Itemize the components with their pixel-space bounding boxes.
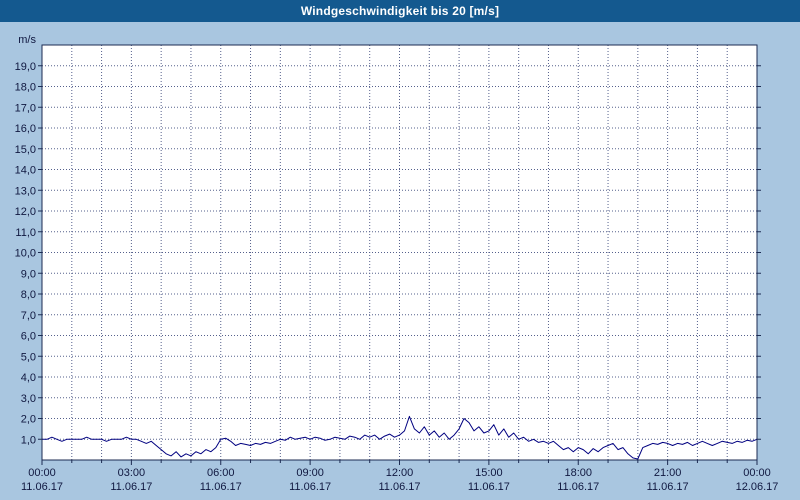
x-tick-date-label: 11.06.17 xyxy=(289,481,331,493)
y-axis-unit-label: m/s xyxy=(18,34,36,46)
x-tick-date-label: 11.06.17 xyxy=(378,481,420,493)
x-tick-date-label: 11.06.17 xyxy=(557,481,599,493)
y-tick-label: 15,0 xyxy=(15,144,36,156)
y-tick-label: 12,0 xyxy=(15,206,36,218)
y-tick-label: 17,0 xyxy=(15,102,36,114)
x-tick-time-label: 12:00 xyxy=(386,467,414,479)
plot-axes-ticks xyxy=(38,44,761,465)
y-tick-label: 6,0 xyxy=(21,331,36,343)
wind-speed-polyline xyxy=(42,415,758,460)
x-tick-date-label: 11.06.17 xyxy=(110,481,152,493)
y-tick-label: 7,0 xyxy=(21,310,36,322)
y-tick-label: 19,0 xyxy=(15,61,36,73)
y-tick-label: 8,0 xyxy=(21,289,36,301)
y-tick-label: 9,0 xyxy=(21,268,36,280)
x-tick-time-label: 09:00 xyxy=(296,467,324,479)
x-tick-date-label: 11.06.17 xyxy=(468,481,510,493)
x-tick-time-label: 00:00 xyxy=(743,467,771,479)
x-tick-time-label: 18:00 xyxy=(564,467,592,479)
y-tick-label: 13,0 xyxy=(15,185,36,197)
chart-title-bar: Windgeschwindigkeit bis 20 [m/s] xyxy=(0,0,800,22)
y-tick-label: 1,0 xyxy=(21,434,36,446)
x-tick-date-label: 11.06.17 xyxy=(21,481,63,493)
x-tick-time-label: 00:00 xyxy=(28,467,56,479)
x-tick-date-label: 12.06.17 xyxy=(736,481,779,493)
y-tick-label: 5,0 xyxy=(21,351,36,363)
y-tick-label: 3,0 xyxy=(21,393,36,405)
y-tick-label: 10,0 xyxy=(15,248,36,260)
wind-speed-line xyxy=(42,415,758,460)
y-tick-label: 2,0 xyxy=(21,414,36,426)
x-tick-date-label: 11.06.17 xyxy=(200,481,242,493)
axis-labels: 1,0 2,0 3,0 4,0 5,0 6,0 7,0 8,0 9,0 10,0 11,0 12,0 1… xyxy=(15,34,779,493)
y-tick-label: 14,0 xyxy=(15,165,36,177)
y-tick-label: 4,0 xyxy=(21,372,36,384)
x-tick-time-label: 21:00 xyxy=(654,467,682,479)
x-tick-time-label: 06:00 xyxy=(207,467,235,479)
x-tick-time-label: 15:00 xyxy=(475,467,503,479)
plot-gridlines xyxy=(42,45,757,460)
x-tick-date-label: 11.06.17 xyxy=(647,481,689,493)
y-tick-label: 11,0 xyxy=(15,227,36,239)
y-tick-label: 16,0 xyxy=(15,123,36,135)
y-tick-label: 18,0 xyxy=(15,82,36,94)
x-tick-time-label: 03:00 xyxy=(118,467,146,479)
